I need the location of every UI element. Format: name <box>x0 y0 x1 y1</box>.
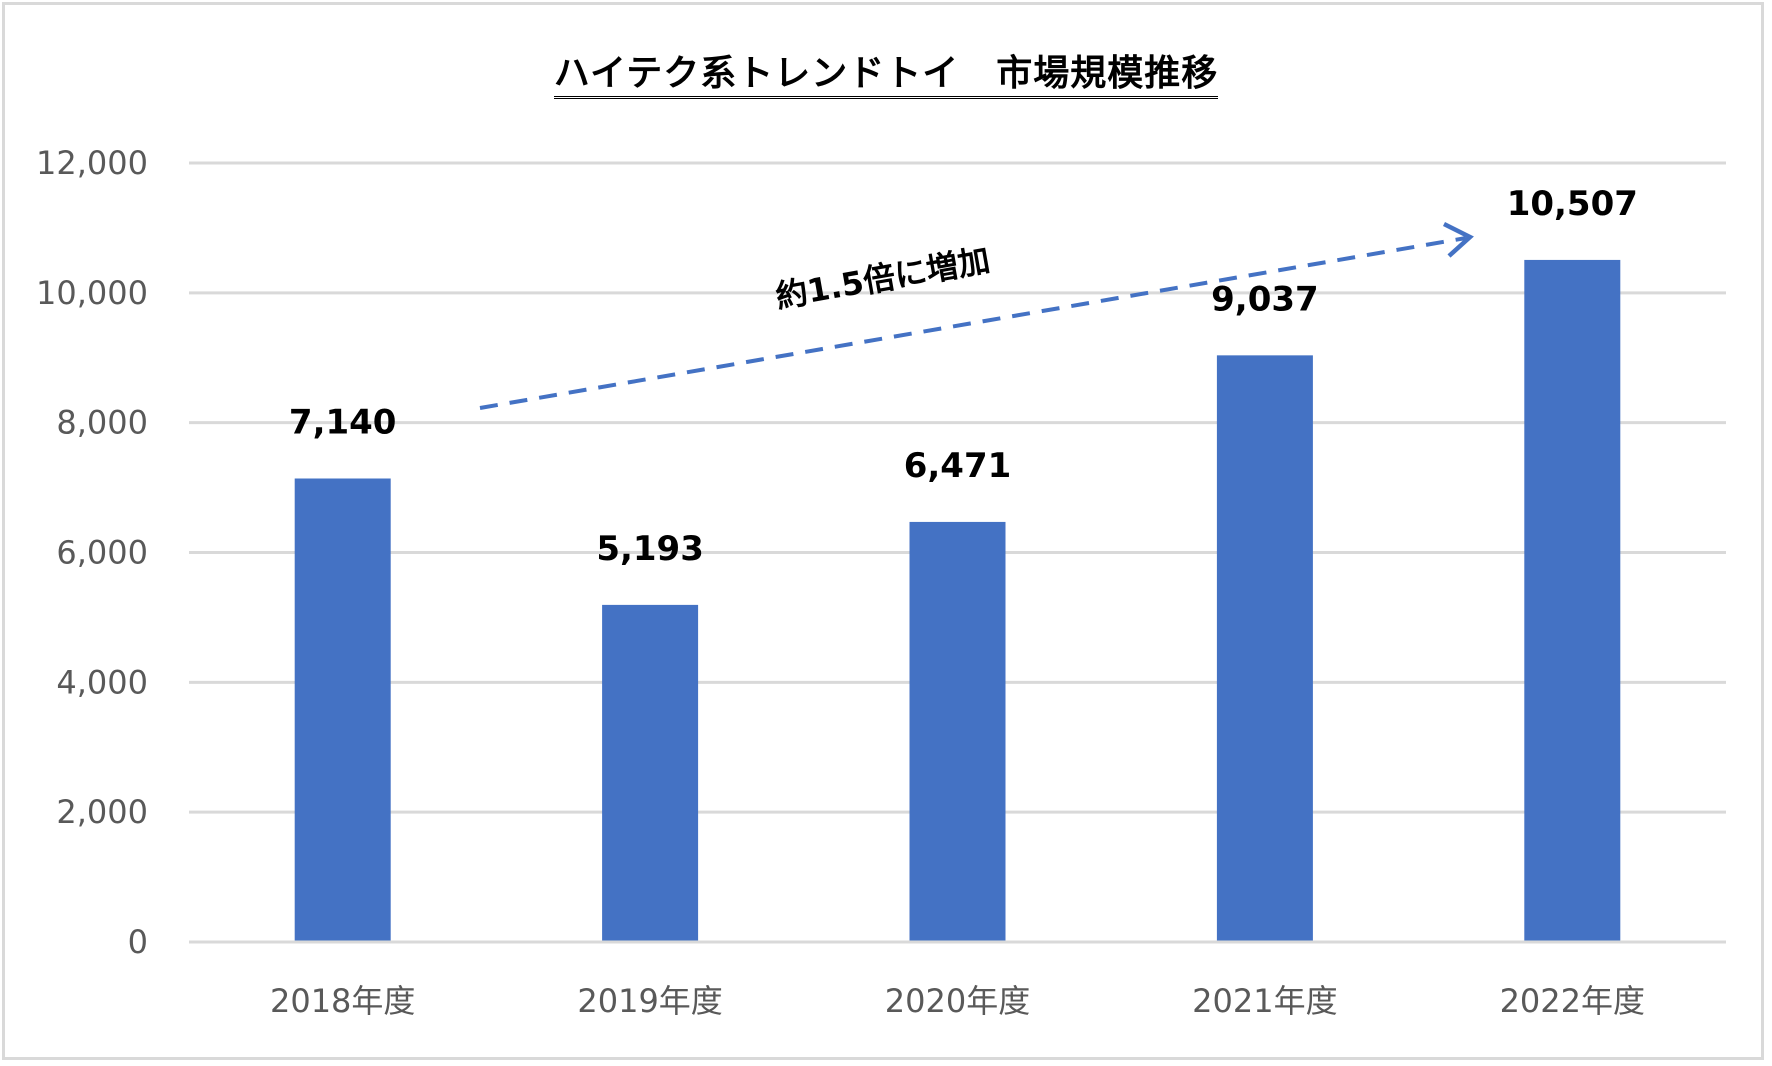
chart-title-text: ハイテク系トレンドトイ 市場規模推移 <box>553 53 1219 99</box>
x-tick-label: 2019年度 <box>577 982 722 1020</box>
y-tick-label: 6,000 <box>56 534 148 572</box>
x-tick-label: 2021年度 <box>1192 982 1337 1020</box>
trend-arrow: 約1.5倍に増加 <box>479 221 1474 410</box>
y-tick-label: 4,000 <box>56 663 148 701</box>
y-tick-label: 2,000 <box>56 793 148 831</box>
x-tick-label: 2018年度 <box>270 982 415 1020</box>
dashed-arrow-line <box>479 236 1467 410</box>
chart-title: ハイテク系トレンドトイ 市場規模推移 <box>0 44 1772 99</box>
x-axis-ticks: 2018年度 2019年度 2020年度 2021年度 2022年度 <box>270 982 1645 1020</box>
y-tick-label: 12,000 <box>36 144 148 182</box>
bar-2022年度 <box>1524 259 1621 941</box>
data-labels: 7,140 5,193 6,471 9,037 10,507 <box>289 184 1638 569</box>
x-tick-label: 2020年度 <box>885 982 1030 1020</box>
y-tick-label: 8,000 <box>56 404 148 442</box>
data-label: 6,471 <box>904 446 1012 486</box>
bar-2019年度 <box>602 604 699 941</box>
y-tick-label: 0 <box>128 923 148 961</box>
arrow-head-icon <box>1442 221 1474 258</box>
x-tick-label: 2022年度 <box>1500 982 1645 1020</box>
y-tick-label: 10,000 <box>36 274 148 312</box>
bars <box>294 259 1621 941</box>
bar-2018年度 <box>294 478 391 941</box>
data-label: 9,037 <box>1211 279 1319 319</box>
data-label: 7,140 <box>289 402 397 442</box>
bar-2021年度 <box>1216 355 1313 941</box>
data-label: 5,193 <box>596 529 704 569</box>
bar-2020年度 <box>909 521 1006 941</box>
y-axis-ticks: 0 2,000 4,000 6,000 8,000 10,000 12,000 <box>36 144 148 961</box>
annotation-label: 約1.5倍に増加 <box>773 241 993 316</box>
data-label: 10,507 <box>1507 184 1638 224</box>
